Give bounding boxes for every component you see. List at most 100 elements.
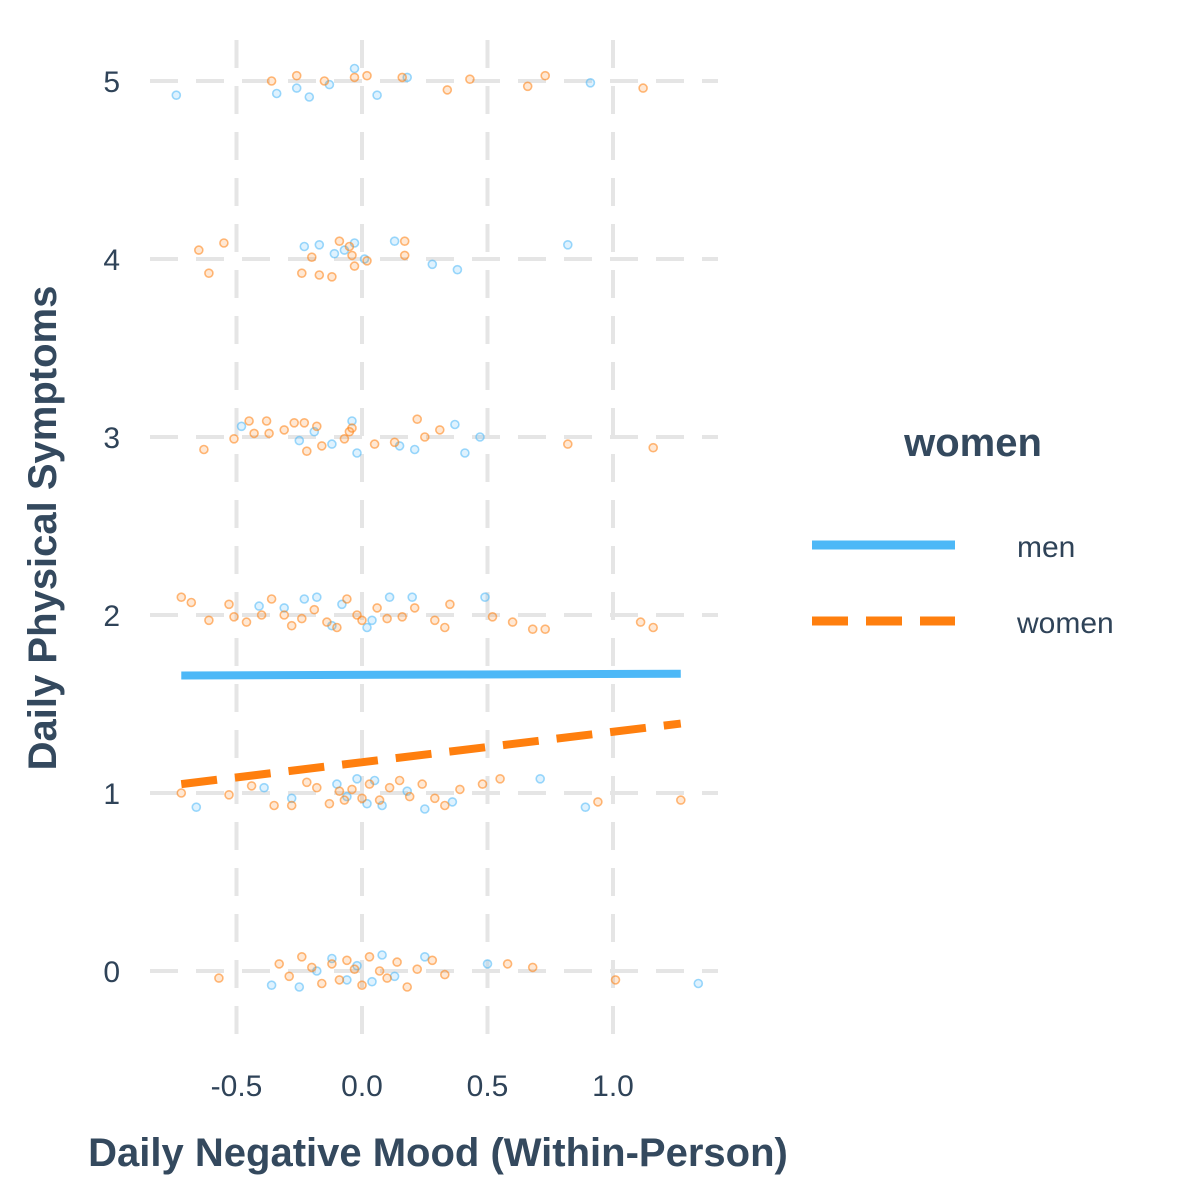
data-point-men — [535, 773, 546, 784]
data-point-women — [394, 775, 405, 786]
data-point-women — [445, 599, 455, 610]
data-point-women — [204, 268, 214, 279]
data-point-women — [419, 432, 430, 442]
data-point-women — [610, 975, 621, 985]
data-point-women — [502, 959, 513, 969]
data-point-women — [349, 964, 360, 975]
data-point-women — [194, 245, 204, 255]
data-point-women — [397, 72, 408, 83]
data-point-women — [306, 962, 317, 973]
data-point-women — [219, 238, 229, 248]
data-point-women — [289, 417, 300, 428]
data-point-women — [322, 617, 332, 627]
data-point-women — [593, 797, 603, 807]
data-point-women — [347, 784, 357, 795]
fit-line-men — [181, 669, 681, 680]
data-point-men — [367, 615, 377, 626]
data-point-women — [364, 951, 375, 962]
legend-label-women: women — [1016, 607, 1114, 640]
data-point-women — [286, 620, 297, 631]
y-axis-title: Daily Physical Symptoms — [21, 286, 65, 771]
data-point-women — [279, 425, 290, 435]
data-point-women — [392, 957, 402, 967]
data-point-women — [296, 951, 307, 962]
legend-label-men: men — [1017, 531, 1075, 564]
data-point-women — [540, 624, 551, 635]
data-point-men — [329, 248, 340, 259]
data-point-women — [176, 788, 187, 798]
y-tick-label: 3 — [103, 422, 120, 455]
data-point-women — [412, 964, 423, 975]
x-axis-title: Daily Negative Mood (Within-Person) — [88, 1131, 788, 1175]
data-point-women — [487, 611, 498, 622]
data-point-women — [357, 980, 367, 991]
data-point-women — [264, 428, 274, 439]
data-point-women — [261, 416, 272, 426]
y-tick-label: 4 — [103, 244, 120, 277]
data-point-women — [495, 773, 505, 784]
data-point-men — [419, 951, 430, 962]
data-point-women — [244, 416, 254, 426]
data-point-men — [362, 622, 372, 633]
data-point-women — [562, 439, 573, 449]
data-point-women — [344, 241, 355, 252]
x-tick-label: 0.0 — [341, 1070, 383, 1103]
data-point-women — [409, 603, 420, 613]
data-point-women — [249, 428, 259, 439]
data-point-women — [349, 72, 360, 83]
data-point-women — [186, 597, 197, 608]
data-point-men — [460, 448, 470, 458]
data-point-women — [301, 446, 312, 457]
data-point-women — [477, 779, 488, 789]
data-point-women — [404, 791, 415, 802]
data-point-women — [332, 622, 342, 633]
data-point-men — [294, 982, 305, 992]
data-point-men — [259, 782, 269, 793]
data-point-men — [299, 241, 310, 252]
data-point-women — [429, 615, 440, 626]
data-point-men — [367, 976, 377, 987]
data-point-women — [417, 779, 428, 789]
x-tick-label: -0.5 — [211, 1070, 263, 1103]
data-point-women — [342, 955, 352, 966]
data-point-women — [522, 81, 533, 92]
data-point-women — [224, 789, 234, 800]
data-point-men — [427, 259, 438, 270]
data-point-women — [299, 417, 310, 428]
data-point-women — [296, 268, 307, 279]
data-point-women — [347, 250, 357, 261]
data-point-women — [311, 782, 322, 793]
y-tick-label: 2 — [103, 600, 120, 633]
data-point-women — [339, 433, 350, 444]
data-point-women — [266, 76, 277, 86]
y-tick-label: 0 — [103, 956, 120, 989]
data-point-women — [241, 617, 252, 627]
data-point-women — [372, 603, 382, 613]
data-point-men — [271, 88, 282, 99]
data-point-women — [229, 611, 239, 622]
data-point-women — [296, 613, 307, 624]
data-point-women — [334, 975, 345, 985]
data-point-women — [540, 70, 551, 81]
data-point-women — [339, 795, 350, 805]
data-point-women — [286, 800, 297, 811]
data-point-men — [389, 971, 400, 982]
fit-line-women — [180, 719, 682, 789]
data-point-women — [412, 414, 423, 425]
data-point-men — [254, 601, 264, 611]
data-point-men — [304, 92, 315, 102]
data-point-men — [482, 959, 493, 969]
data-point-men — [409, 444, 420, 455]
data-point-women — [635, 617, 646, 627]
data-point-women — [362, 70, 372, 81]
data-point-men — [480, 592, 490, 603]
scatter-points — [171, 63, 704, 992]
legend-title: women — [903, 421, 1042, 465]
data-point-women — [507, 617, 518, 627]
data-point-men — [562, 240, 573, 250]
data-point-men — [580, 802, 591, 813]
data-point-women — [364, 779, 375, 789]
data-point-women — [314, 270, 325, 280]
data-point-women — [382, 973, 392, 983]
data-point-women — [256, 610, 267, 620]
